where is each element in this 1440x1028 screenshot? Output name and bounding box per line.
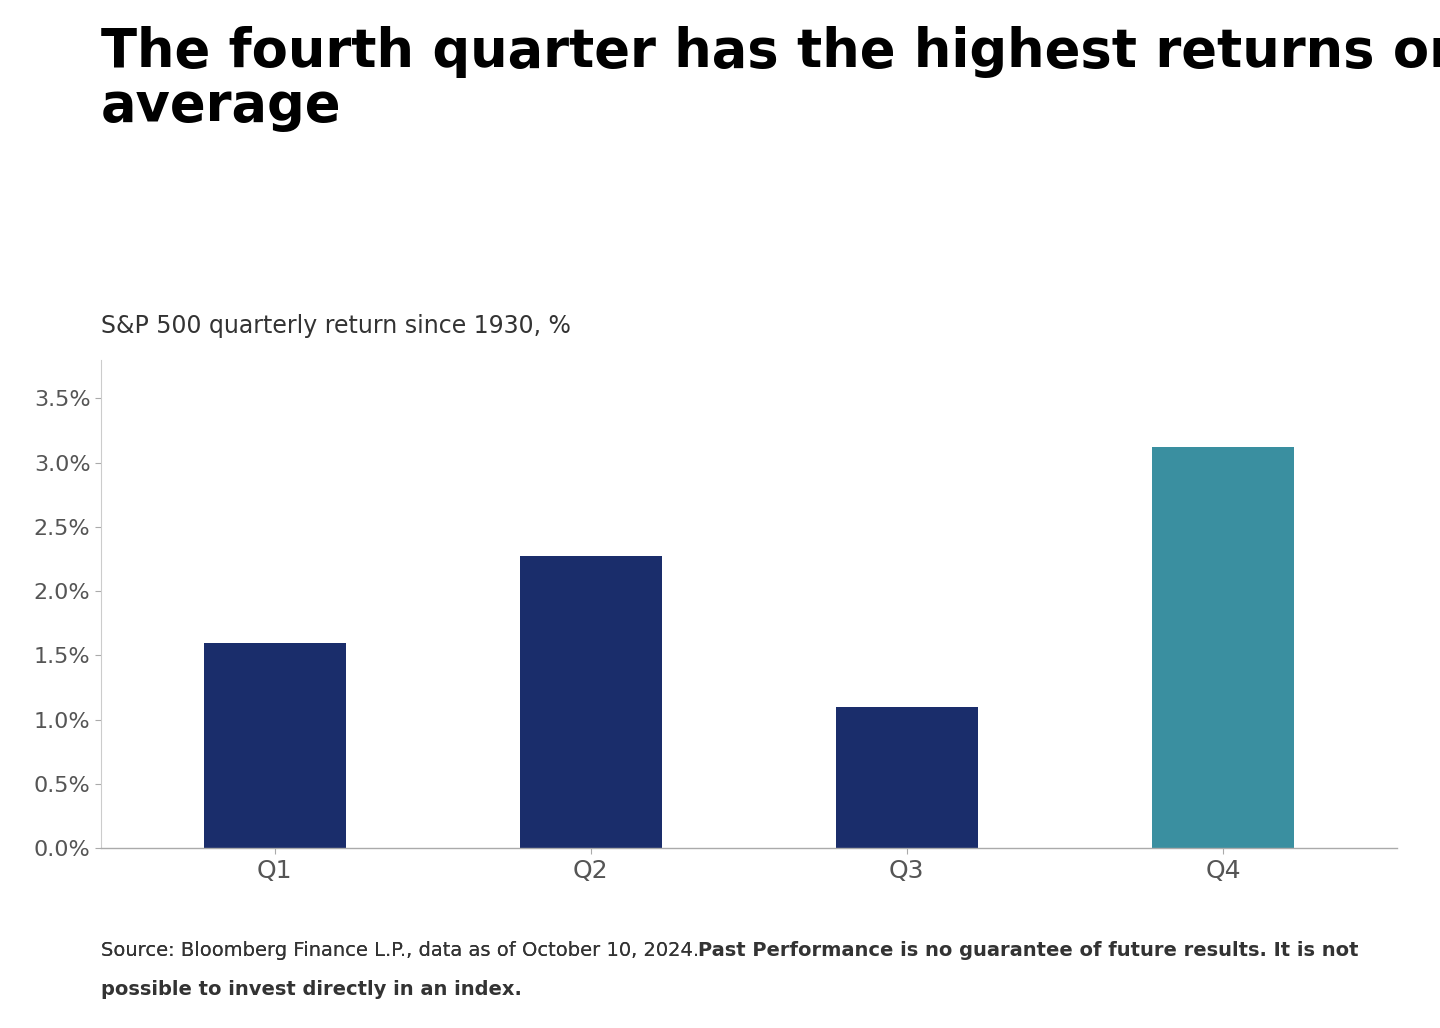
Text: S&P 500 quarterly return since 1930, %: S&P 500 quarterly return since 1930, % [101,314,570,337]
Bar [520,556,662,848]
Text: Past Performance is no guarantee of future results. It is not: Past Performance is no guarantee of futu… [698,941,1358,959]
Text: Source: Bloomberg Finance L.P., data as of October 10, 2024.: Source: Bloomberg Finance L.P., data as … [101,941,706,959]
Text: Source: Bloomberg Finance L.P., data as of October 10, 2024. ​Past Performance i: Source: Bloomberg Finance L.P., data as … [101,941,1282,982]
Text: The fourth quarter has the highest returns on
average: The fourth quarter has the highest retur… [101,26,1440,132]
Bar [835,707,978,848]
Text: possible to invest directly in an index.: possible to invest directly in an index. [101,980,521,998]
Bar [1152,447,1295,848]
Text: Source: Bloomberg Finance L.P., data as of October 10, 2024.: Source: Bloomberg Finance L.P., data as … [101,941,706,959]
Bar [203,642,346,848]
